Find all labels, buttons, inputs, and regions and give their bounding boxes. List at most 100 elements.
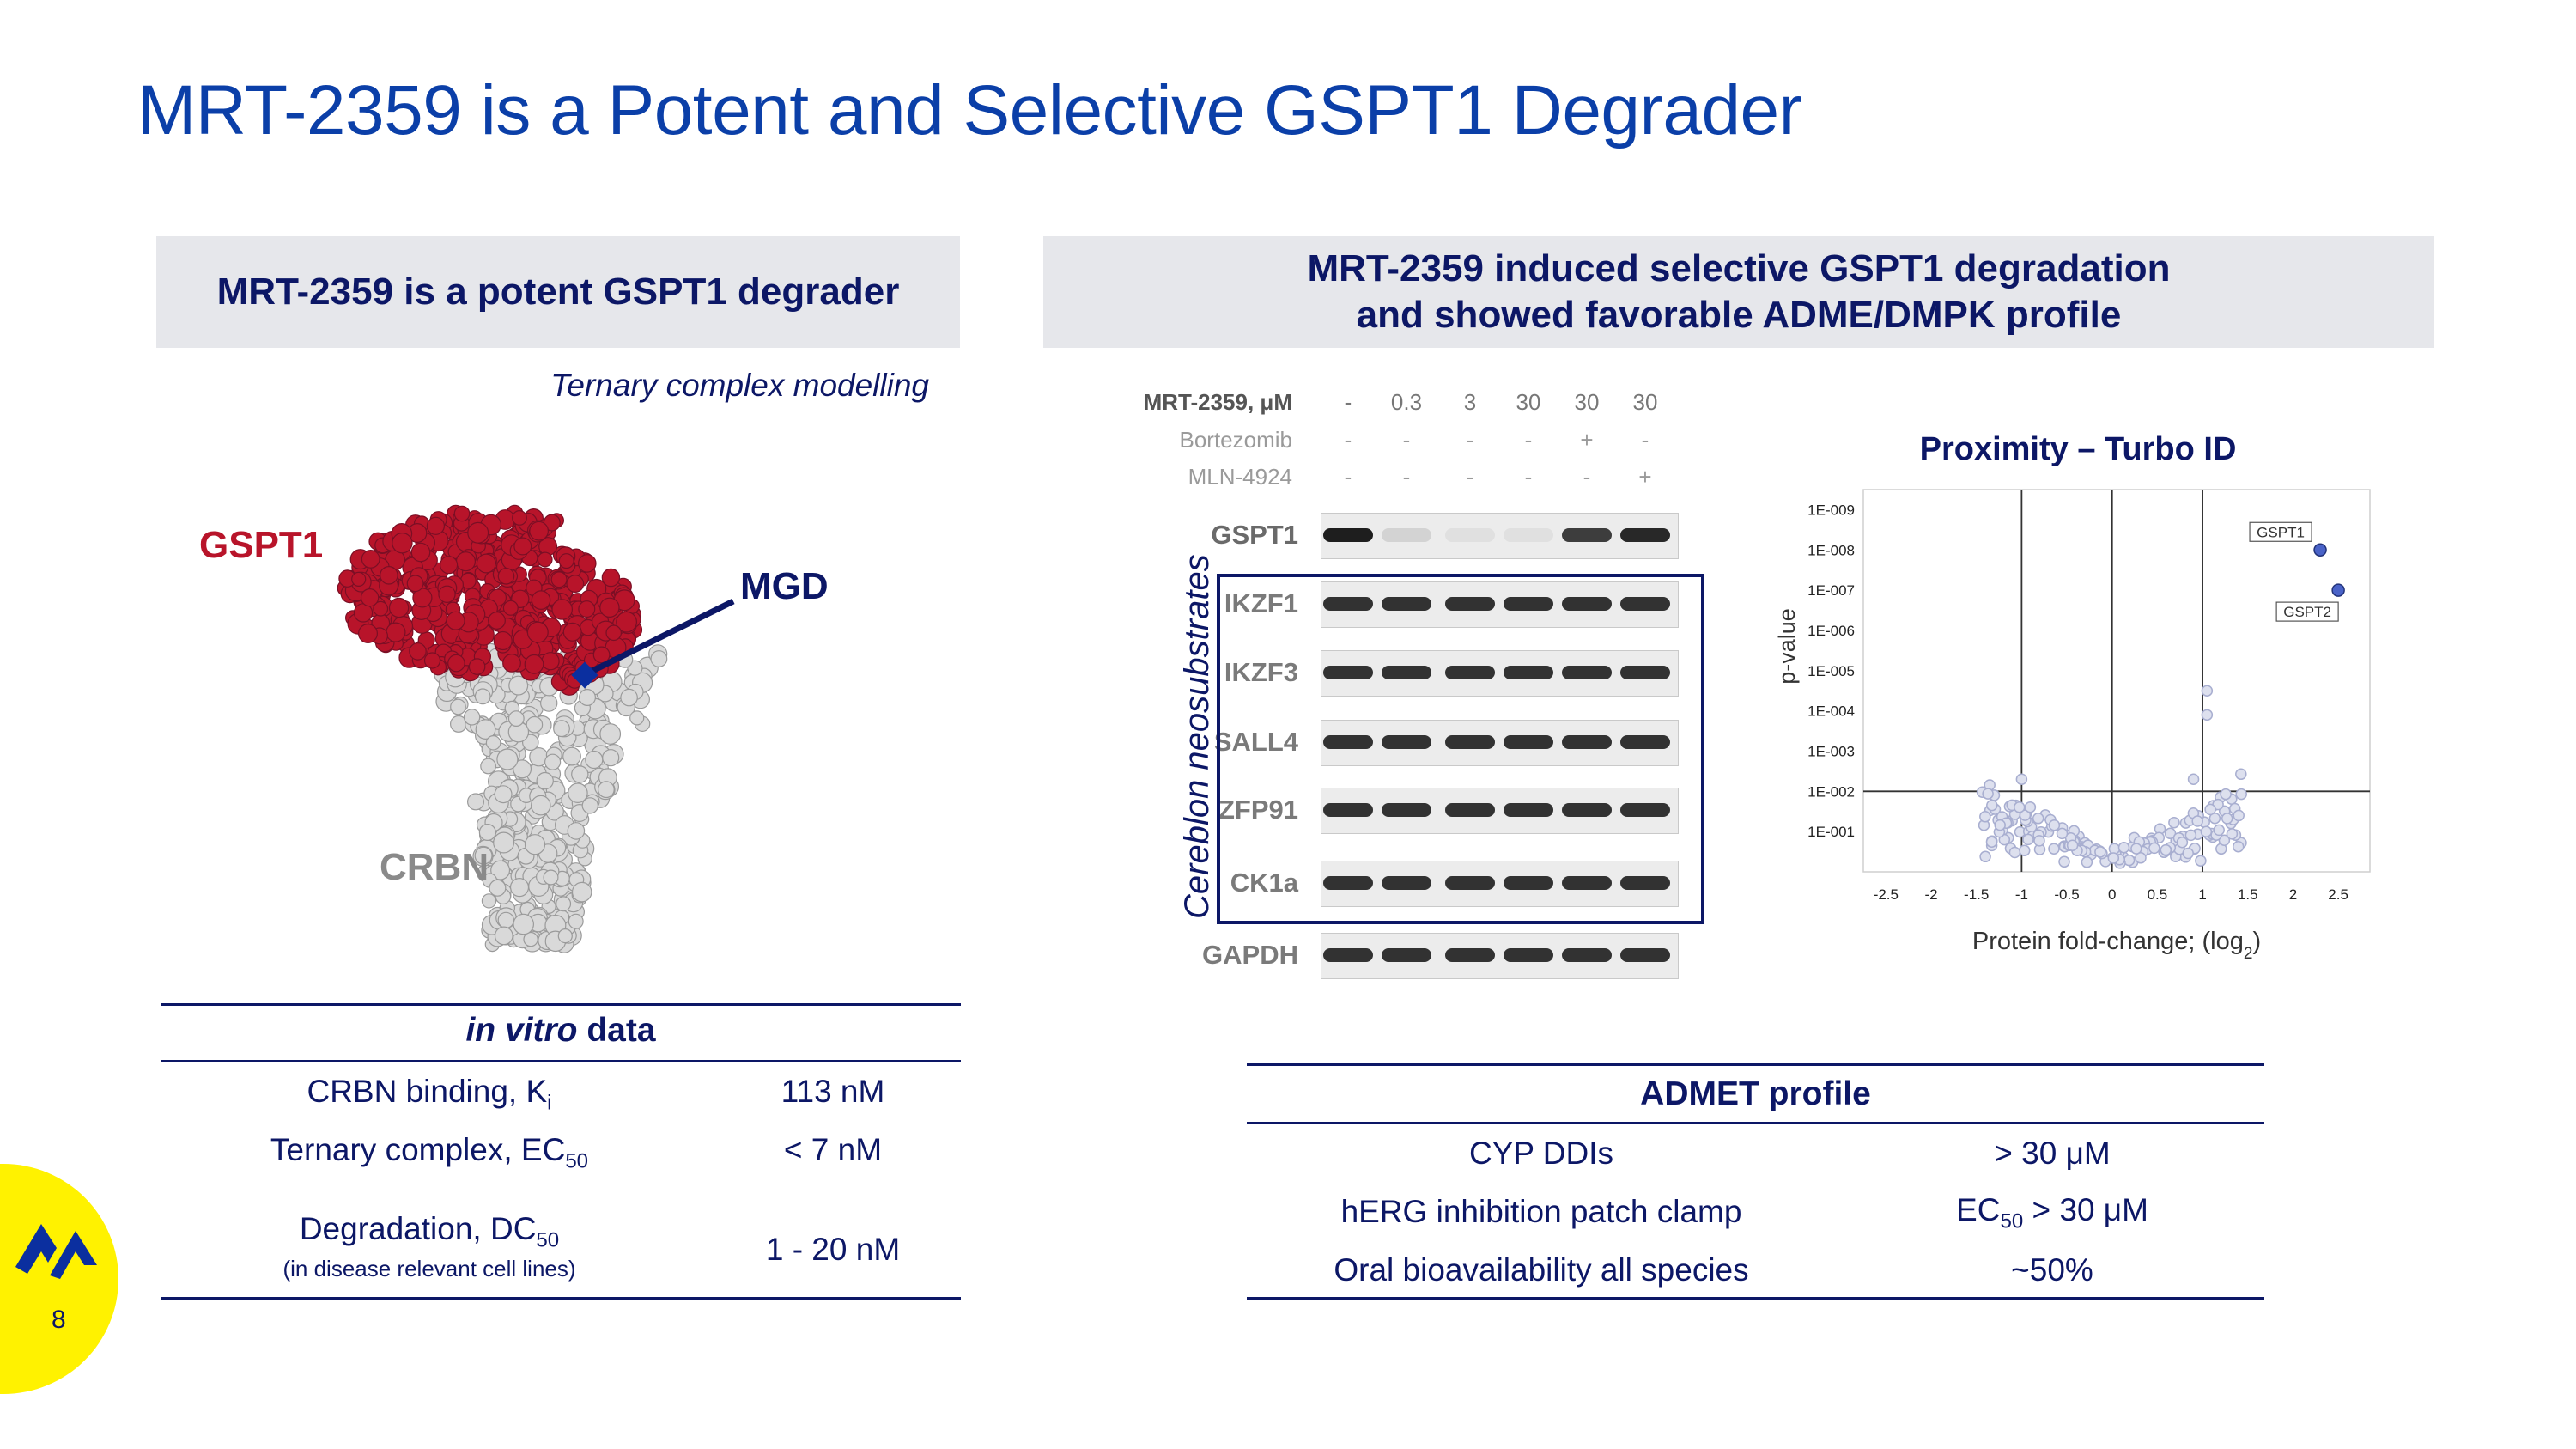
- crbn-atom: [585, 750, 604, 770]
- gspt1-atom: [467, 521, 489, 544]
- blot-band: [1504, 666, 1553, 679]
- gspt1-atom: [392, 532, 413, 554]
- volcano-point: [2232, 840, 2245, 853]
- crbn-structure: [434, 642, 668, 953]
- blot-band: [1620, 735, 1670, 749]
- crbn-atom: [523, 931, 538, 947]
- gspt1-atom: [529, 521, 550, 541]
- crbn-atom: [568, 913, 584, 929]
- blot-band: [1620, 597, 1670, 611]
- crbn-atom: [599, 723, 622, 745]
- blot-band: [1620, 528, 1670, 542]
- blot-band: [1382, 666, 1431, 679]
- crbn-atom: [524, 834, 546, 855]
- invitro-row-note: (in disease relevant cell lines): [283, 1256, 576, 1282]
- x-tick-label: -0.5: [2054, 886, 2079, 903]
- volcano-point: [2117, 841, 2130, 854]
- highlight-label: GSPT1: [2257, 524, 2305, 540]
- blot-treatment-value: 30: [1516, 389, 1541, 415]
- gspt1-atom: [446, 611, 465, 630]
- gspt1-atom: [406, 575, 424, 593]
- crbn-atom: [544, 753, 562, 770]
- crbn-atom: [526, 715, 544, 734]
- volcano-point: [2058, 855, 2070, 868]
- gspt1-atom: [358, 624, 379, 644]
- mgd-pointer-line: [584, 598, 735, 678]
- blot-treatment-label: MRT-2359, μM: [1143, 389, 1292, 415]
- crbn-atom: [567, 822, 586, 840]
- volcano-point: [2218, 834, 2231, 846]
- blot-protein-label: IKZF3: [1224, 657, 1298, 687]
- crbn-atom: [475, 719, 496, 740]
- blot-band: [1504, 597, 1553, 611]
- crbn-atom: [508, 675, 529, 696]
- invitro-title: in vitro data: [161, 1012, 961, 1050]
- gspt1-atom: [351, 571, 367, 587]
- gspt1-atom: [577, 554, 597, 573]
- gspt1-label: GSPT1: [199, 524, 324, 566]
- x-tick-label: 1.5: [2238, 886, 2258, 903]
- gspt1-atom: [601, 568, 621, 588]
- volcano-point: [1982, 788, 1994, 800]
- volcano-point: [2032, 813, 2044, 825]
- crbn-atom: [493, 831, 515, 854]
- gspt1-atom: [616, 611, 637, 633]
- volcano-point: [2033, 835, 2045, 847]
- highlight-point: [2313, 543, 2327, 557]
- invitro-top-rule: [161, 1003, 961, 1006]
- blot-band: [1562, 597, 1612, 611]
- blot-strip: [1321, 513, 1679, 559]
- gspt1-atom: [599, 597, 620, 618]
- blot-band: [1445, 666, 1495, 679]
- blot-band: [1323, 528, 1373, 542]
- crbn-atom: [490, 860, 511, 880]
- volcano-point: [2094, 846, 2106, 858]
- y-tick-label: 1E-003: [1807, 743, 1855, 759]
- crbn-atom: [450, 698, 466, 715]
- crbn-atom: [507, 710, 525, 728]
- invitro-row-value: < 7 nM: [783, 1132, 883, 1167]
- gspt1-atom: [447, 654, 465, 673]
- gspt1-atom: [551, 599, 573, 620]
- gspt1-atom: [361, 549, 380, 569]
- volcano-point: [1986, 799, 1998, 812]
- right-panel-header-line2: and showed favorable ADME/DMPK profile: [1356, 294, 2122, 336]
- blot-band: [1382, 876, 1431, 890]
- gspt1-atom: [373, 600, 389, 617]
- blot-protein-label: GSPT1: [1211, 520, 1298, 550]
- blot-band: [1504, 948, 1553, 962]
- volcano-point: [2048, 819, 2061, 831]
- volcano-point: [2107, 852, 2120, 864]
- invitro-bottom-rule: [161, 1297, 961, 1300]
- volcano-point: [2135, 852, 2147, 864]
- blot-band: [1504, 803, 1553, 817]
- x-tick-label: -1: [2015, 886, 2028, 903]
- volcano-point: [2195, 855, 2207, 867]
- gspt1-atom: [562, 622, 582, 642]
- blot-band: [1445, 735, 1495, 749]
- blot-treatment-label: MLN-4924: [1188, 464, 1292, 490]
- blot-band: [1323, 597, 1373, 611]
- invitro-title-rest: data: [577, 1012, 656, 1049]
- crbn-atom: [581, 797, 598, 814]
- volcano-title: Proximity – Turbo ID: [1919, 431, 2237, 467]
- blot-band: [1562, 876, 1612, 890]
- crbn-atom: [602, 749, 620, 767]
- volcano-point: [2019, 809, 2032, 821]
- crbn-atom: [463, 709, 481, 726]
- crbn-atom: [513, 759, 532, 779]
- gspt1-atom: [558, 553, 574, 569]
- crbn-atom: [571, 765, 589, 783]
- crbn-atom: [489, 879, 507, 897]
- crbn-atom: [494, 785, 513, 804]
- crbn-atom: [509, 877, 530, 898]
- blot-protein-label: GAPDH: [1202, 940, 1298, 970]
- neosubstrate-box: [1217, 574, 1704, 924]
- crbn-atom: [598, 781, 615, 799]
- admet-row-label: Oral bioavailability all species: [1334, 1252, 1749, 1288]
- volcano-point: [1994, 819, 2006, 831]
- y-tick-label: 1E-006: [1807, 623, 1855, 639]
- gspt1-atom: [410, 542, 431, 563]
- volcano-point: [2176, 836, 2189, 849]
- gspt1-atom: [453, 505, 471, 522]
